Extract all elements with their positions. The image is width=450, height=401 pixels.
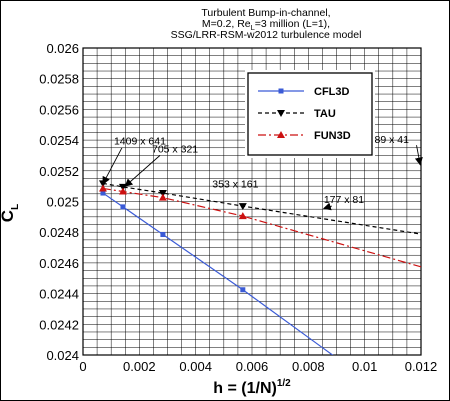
fun3d-line bbox=[102, 187, 421, 268]
y-tick-label: 0.0252 bbox=[39, 164, 79, 179]
tau-marker bbox=[158, 190, 167, 198]
fun3d-marker bbox=[98, 184, 107, 192]
y-tick-label: 0.0244 bbox=[39, 287, 79, 302]
title-line: Turbulent Bump-in-channel, bbox=[201, 7, 330, 19]
y-tick-label: 0.0248 bbox=[39, 225, 79, 240]
y-tick-label: 0.0258 bbox=[39, 72, 79, 87]
title-line: M=0.2, ReL=3 million (L=1), bbox=[202, 18, 330, 32]
annotation-arrow bbox=[414, 145, 423, 166]
annotation-label: 89 x 41 bbox=[375, 134, 410, 146]
tau-marker bbox=[238, 203, 247, 211]
x-tick-label: 0.002 bbox=[123, 359, 156, 374]
y-tick-label: 0.0246 bbox=[39, 256, 79, 271]
annotation-arrow bbox=[124, 155, 161, 187]
fun3d-marker bbox=[118, 187, 127, 195]
legend-marker-fun3d bbox=[277, 131, 285, 138]
annotation-label: 1409 x 641 bbox=[114, 136, 166, 148]
cfl3d-marker bbox=[160, 232, 166, 238]
annotation-arrow bbox=[322, 202, 332, 211]
annotation-label: 177 x 81 bbox=[324, 194, 364, 206]
y-axis-label: CL bbox=[1, 204, 21, 222]
y-tick-label: 0.026 bbox=[46, 41, 79, 56]
x-tick-label: 0.004 bbox=[179, 359, 212, 374]
x-tick-label: 0.006 bbox=[236, 359, 269, 374]
legend-label-fun3d: FUN3D bbox=[314, 130, 351, 142]
x-tick-label: 0.012 bbox=[405, 359, 438, 374]
x-tick-label: 0.01 bbox=[352, 359, 377, 374]
chart-title: Turbulent Bump-in-channel,M=0.2, ReL=3 m… bbox=[171, 7, 362, 41]
y-tick-label: 0.0242 bbox=[39, 317, 79, 332]
x-tick-label: 0 bbox=[79, 359, 86, 374]
x-tick-label: 0.008 bbox=[292, 359, 325, 374]
y-tick-label: 0.025 bbox=[46, 195, 79, 210]
y-tick-label: 0.0256 bbox=[39, 102, 79, 117]
legend: CFL3D TAU FUN3D bbox=[245, 70, 375, 158]
annotation-arrow bbox=[102, 147, 123, 185]
y-tick-label: 0.024 bbox=[46, 348, 79, 363]
legend-label-cfl3d: CFL3D bbox=[314, 86, 350, 98]
title-line: SSG/LRR-RSM-w2012 turbulence model bbox=[171, 29, 362, 41]
cfl3d-marker bbox=[120, 204, 126, 210]
legend-marker-tau bbox=[277, 110, 285, 117]
cfl3d-marker bbox=[100, 190, 106, 196]
axis-labels: h = (1/N)1/2 CL bbox=[1, 204, 291, 397]
fun3d-marker bbox=[238, 212, 247, 220]
annotation-label: 705 x 321 bbox=[152, 143, 198, 155]
annotation-label: 353 x 161 bbox=[212, 179, 258, 191]
cfl3d-marker bbox=[240, 287, 246, 293]
legend-marker-cfl3d bbox=[278, 88, 284, 94]
plot-area bbox=[82, 47, 422, 356]
tau-line bbox=[102, 182, 421, 235]
series-group bbox=[98, 180, 421, 355]
fun3d-marker bbox=[158, 193, 167, 201]
legend-label-tau: TAU bbox=[314, 108, 336, 120]
y-tick-label: 0.0254 bbox=[39, 133, 79, 148]
legend-box bbox=[247, 72, 373, 156]
x-axis-label: h = (1/N)1/2 bbox=[213, 378, 291, 397]
axis-ticks: 0 0.002 0.004 0.006 0.008 0.01 0.012 0.024 0.024… bbox=[39, 41, 437, 374]
cfl3d-line bbox=[102, 192, 334, 355]
